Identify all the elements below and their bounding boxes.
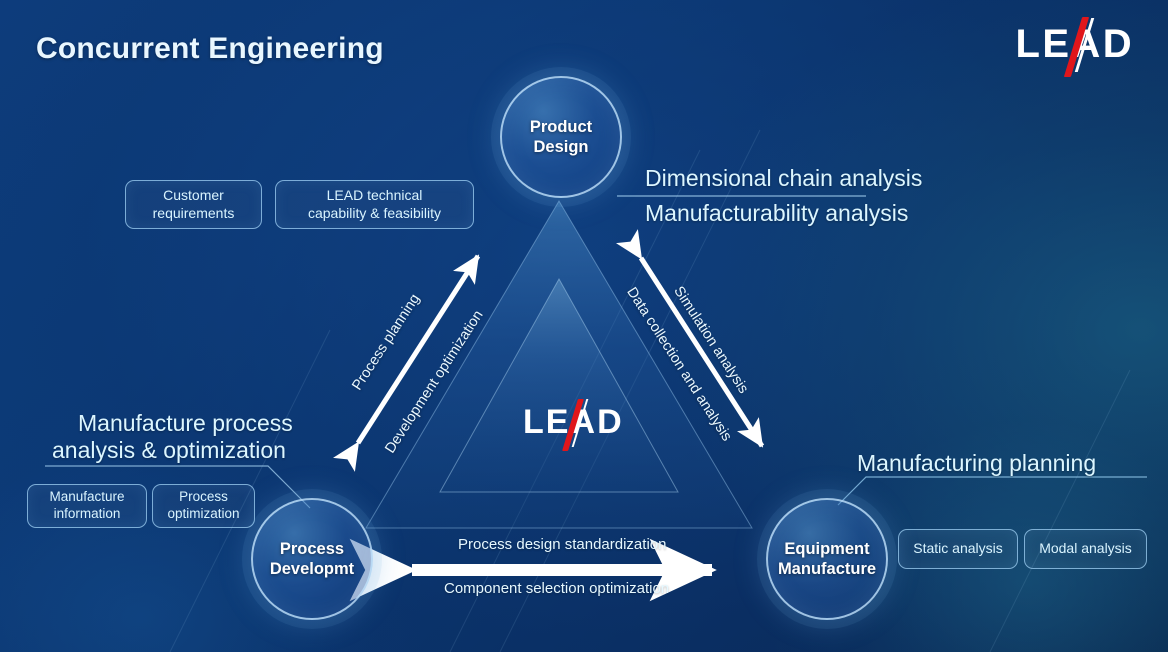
node-process-development-line1: Process [279,539,345,558]
arrow-label-process-design-standardization: Process design standardization [458,536,667,553]
arrow-right-diagonal [615,229,765,448]
arrow-label-component-selection-optimization: Component selection optimization [444,580,670,597]
caption-manufacturability-analysis: Manufacturability analysis [645,200,909,226]
pill-process-optimization-line2: optimization [167,506,240,521]
divider-right-bottom [837,476,1147,506]
caption-manufacture-process-line2: analysis & optimization [52,437,286,463]
pill-manufacture-information-line2: information [53,506,121,521]
arrow-label-process-planning: Process planning [349,291,424,394]
pill-manufacture-information-line1: Manufacture [49,489,125,505]
pill-lead-technical-line2: capability & feasibility [307,204,442,221]
pill-process-optimization-line1: Process [179,489,228,505]
node-process-development-line2: Developmt [269,560,355,578]
pill-lead-technical-line1: LEAD technical [326,187,423,203]
pill-lead-technical[interactable]: LEAD technical capability & feasibility [275,180,474,229]
node-process-development[interactable]: Process Developmt [251,498,373,620]
lead-logo-header: LEAD [1016,17,1135,77]
pill-process-optimization[interactable]: Process optimization [152,484,255,528]
outer-triangle [365,200,753,529]
node-product-design-line1: Product [529,117,593,136]
pill-customer-requirements-line1: Customer [163,187,224,203]
pill-customer-requirements-line2: requirements [152,204,235,221]
caption-manufacturing-planning: Manufacturing planning [857,450,1097,476]
node-equipment-manufacture-line2: Manufacture [777,560,877,578]
pill-static-analysis[interactable]: Static analysis [898,529,1018,569]
node-equipment-manufacture-line1: Equipment [784,539,870,558]
node-equipment-manufacture[interactable]: Equipment Manufacture [766,498,888,620]
pill-manufacture-information[interactable]: Manufacture information [27,484,147,528]
lead-logo-center: LEAD [523,399,624,451]
caption-manufacture-process-line1: Manufacture process [78,410,293,436]
node-product-design-line2: Design [533,138,589,156]
page-title: Concurrent Engineering [36,32,384,65]
node-product-design[interactable]: Product Design [500,76,622,198]
caption-dimensional-chain-analysis: Dimensional chain analysis [645,165,923,191]
pill-modal-analysis[interactable]: Modal analysis [1024,529,1147,569]
pill-customer-requirements[interactable]: Customer requirements [125,180,262,229]
